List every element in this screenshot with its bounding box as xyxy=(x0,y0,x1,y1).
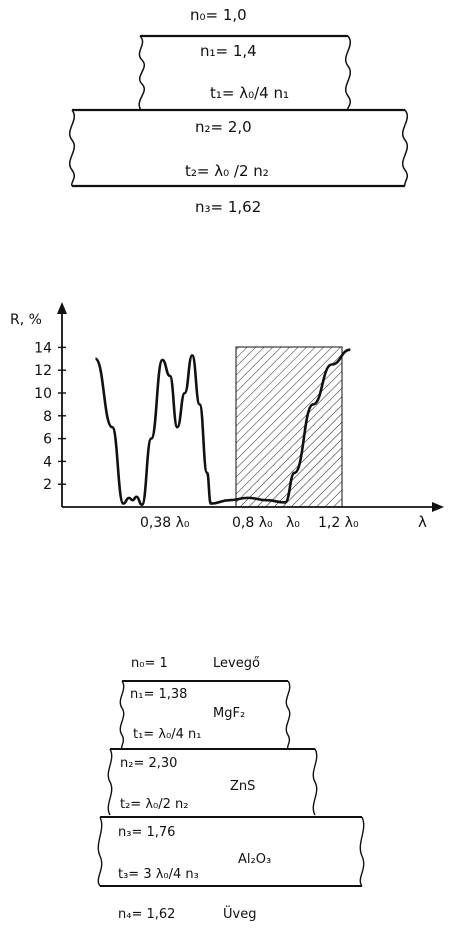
bottom-layer-3: n₃= 1,76 Al₂O₃ t₃= 3 λ₀/4 n₃ xyxy=(97,816,365,887)
bottom-mgf2-label: MgF₂ xyxy=(213,706,245,721)
bottom-air-label: Levegő xyxy=(213,656,260,671)
y-tick-label: 12 xyxy=(34,363,52,379)
x-tick-label: λ₀ xyxy=(286,515,300,531)
y-ticks: 2 4 6 8 10 12 14 xyxy=(34,340,66,493)
bottom-zns-label: ZnS xyxy=(230,779,255,794)
y-tick-label: 14 xyxy=(34,340,52,356)
reflectance-curve xyxy=(94,348,351,507)
x-tick-label: 0,8 λ₀ xyxy=(232,515,273,531)
bottom-n4-label: n₄= 1,62 xyxy=(118,907,175,922)
y-axis-arrow xyxy=(57,302,67,314)
bottom-n3-label: n₃= 1,76 xyxy=(118,825,175,840)
bottom-t3-label: t₃= 3 λ₀/4 n₃ xyxy=(118,867,199,882)
bottom-al2o3-label: Al₂O₃ xyxy=(238,852,271,867)
top-layer-diagram: n₀= 1,0 n₁= 1,4 t₁= λ₀/4 n₁ n₂= 2,0 t₂= … xyxy=(69,6,408,216)
bottom-t1-label: t₁= λ₀/4 n₁ xyxy=(133,727,201,742)
top-n3-label: n₃= 1,62 xyxy=(195,198,261,216)
y-tick-label: 4 xyxy=(43,454,52,470)
top-t1-label: t₁= λ₀/4 n₁ xyxy=(210,84,289,102)
y-axis-label: R, % xyxy=(10,312,42,328)
top-n2-label: n₂= 2,0 xyxy=(195,118,252,136)
bottom-layer-diagram: n₀= 1 Levegő n₁= 1,38 MgF₂ t₁= λ₀/4 n₁ n… xyxy=(97,656,365,922)
bottom-n1-label: n₁= 1,38 xyxy=(130,687,187,702)
bottom-layer-1: n₁= 1,38 MgF₂ t₁= λ₀/4 n₁ xyxy=(119,680,291,750)
top-n1-label: n₁= 1,4 xyxy=(200,42,257,60)
top-n0-label: n₀= 1,0 xyxy=(190,6,247,24)
x-tick-label: 1,2 λ₀ xyxy=(318,515,359,531)
y-tick-label: 2 xyxy=(43,477,52,493)
top-t2-label: t₂= λ₀ /2 n₂ xyxy=(185,162,269,180)
bottom-glass-label: Üveg xyxy=(223,905,256,922)
bottom-n0-label: n₀= 1 xyxy=(131,656,168,671)
reflectance-chart: R, % λ 2 4 6 8 10 12 14 0,38 λ₀ 0,8 λ₀ λ₀ 1,2 … xyxy=(10,302,444,531)
bottom-t2-label: t₂= λ₀/2 n₂ xyxy=(120,797,188,812)
x-axis-arrow xyxy=(432,502,444,512)
top-layer-2: n₂= 2,0 t₂= λ₀ /2 n₂ xyxy=(69,108,408,188)
y-tick-label: 6 xyxy=(43,432,52,448)
bottom-n2-label: n₂= 2,30 xyxy=(120,756,177,771)
bottom-layer-2: n₂= 2,30 ZnS t₂= λ₀/2 n₂ xyxy=(107,748,318,816)
x-tick-labels: 0,38 λ₀ 0,8 λ₀ λ₀ 1,2 λ₀ xyxy=(140,515,359,531)
y-tick-label: 10 xyxy=(34,386,52,402)
y-tick-label: 8 xyxy=(43,409,52,425)
top-layer-1: n₁= 1,4 t₁= λ₀/4 n₁ xyxy=(138,34,351,111)
x-axis-label: λ xyxy=(418,513,427,531)
x-tick-label: 0,38 λ₀ xyxy=(140,515,190,531)
